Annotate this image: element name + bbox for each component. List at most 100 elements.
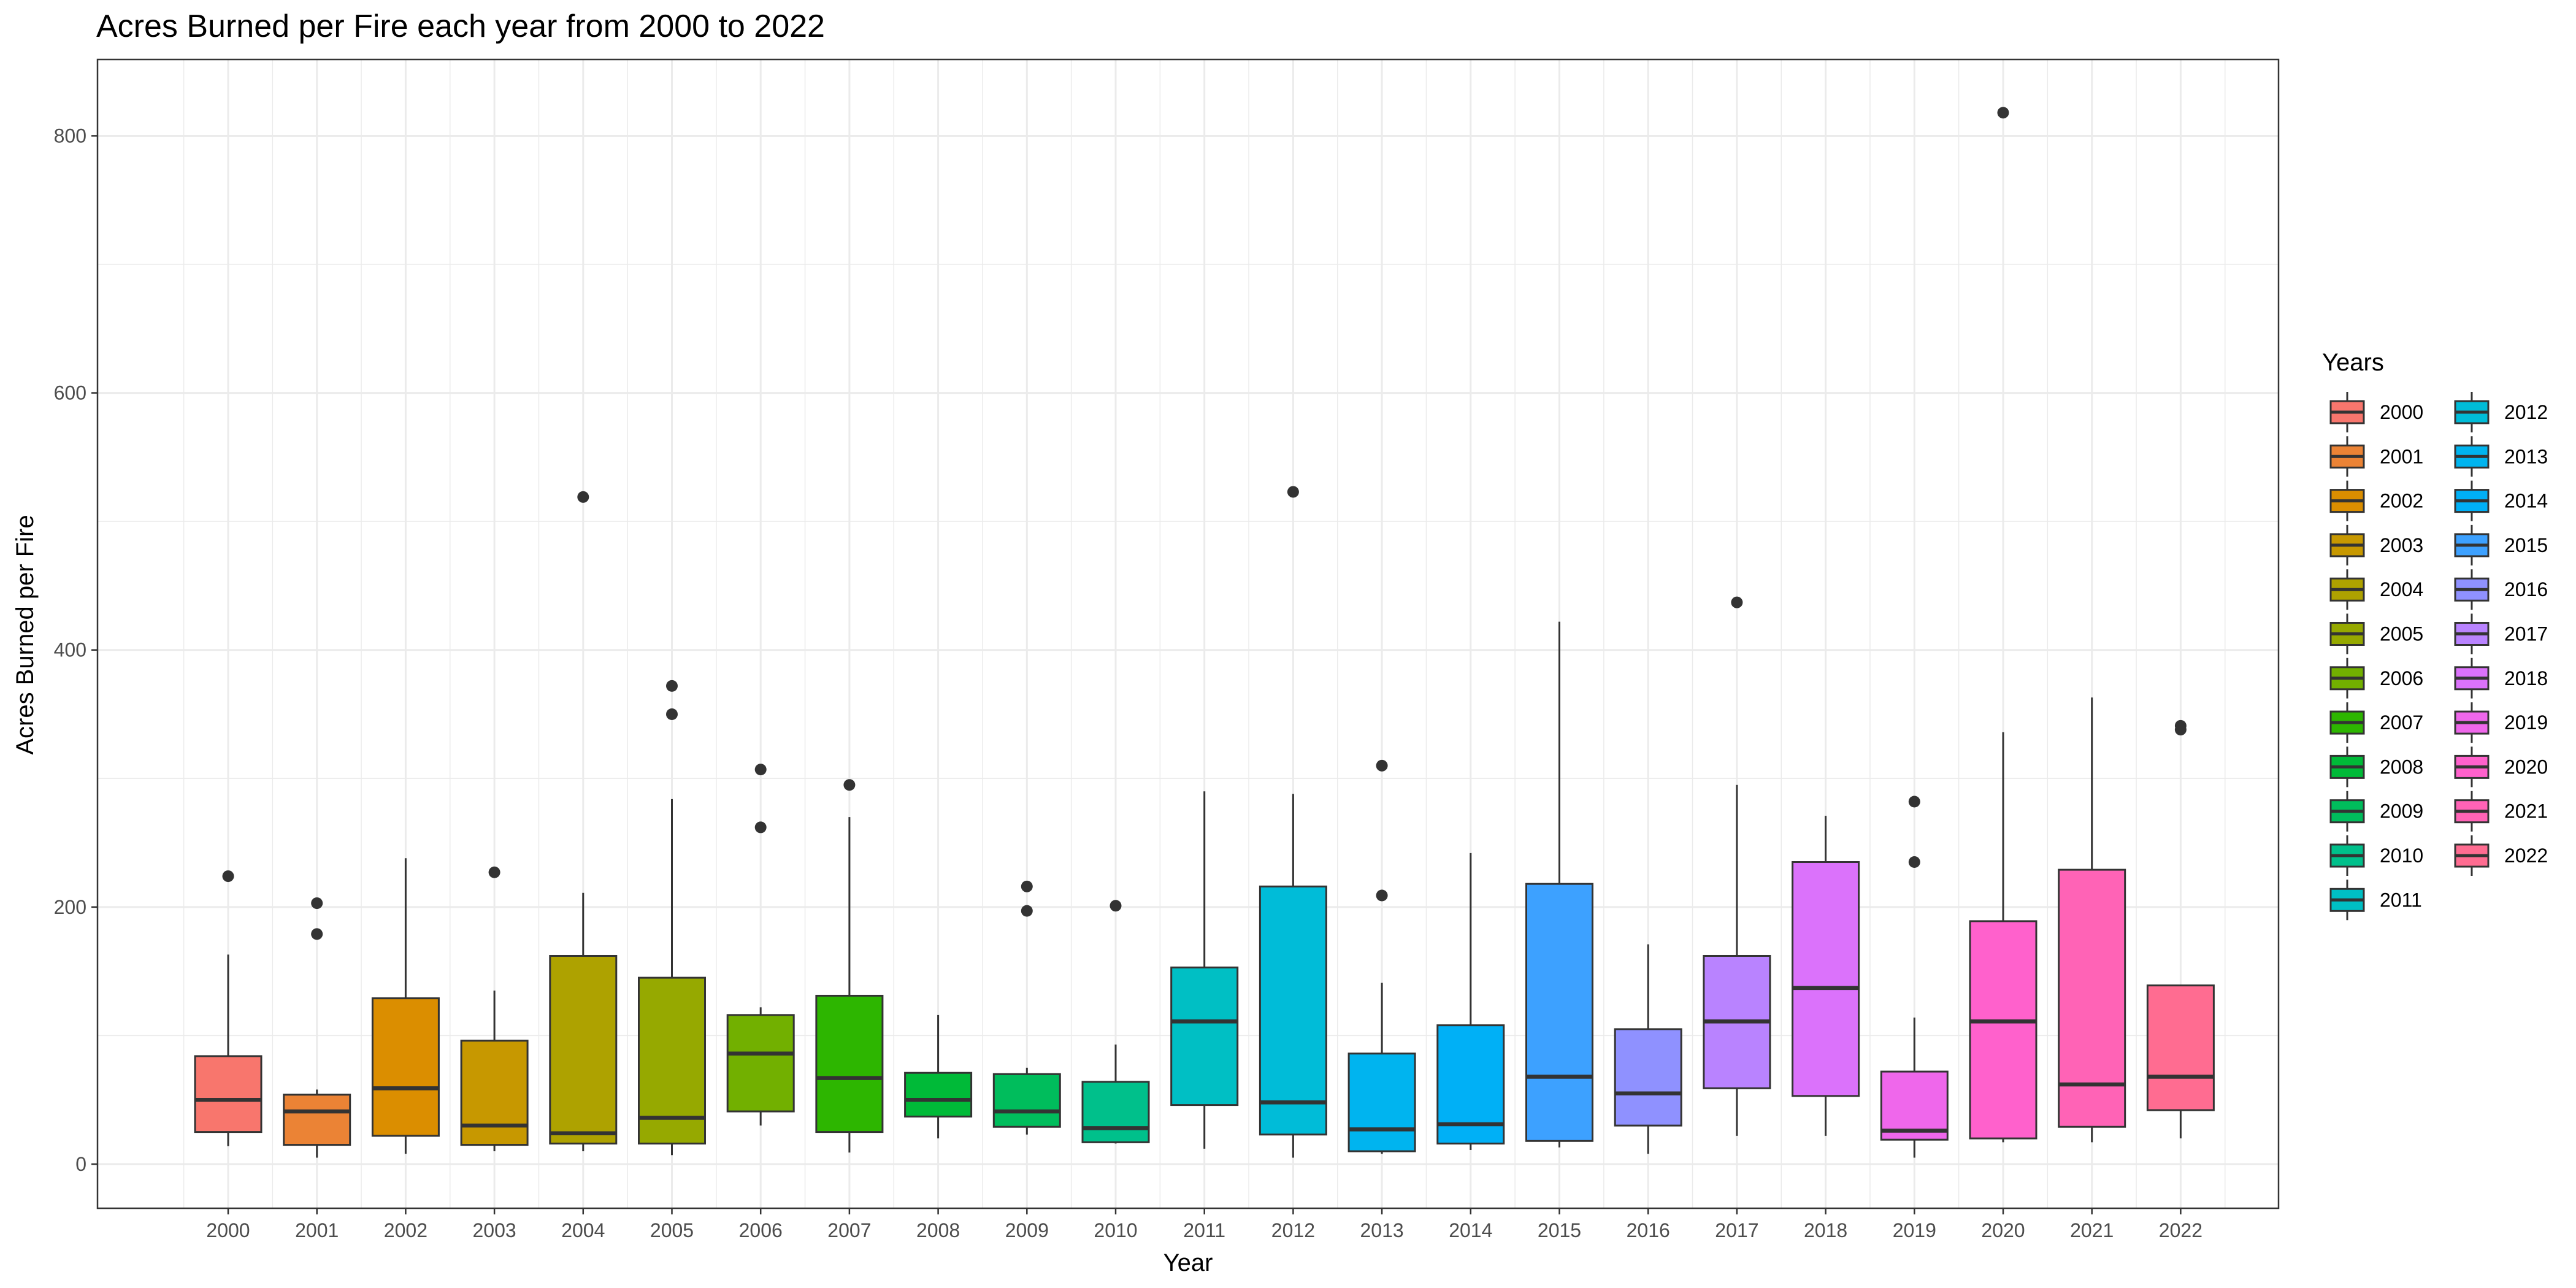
x-tick-label: 2004 bbox=[561, 1219, 605, 1241]
iqr-box bbox=[2058, 868, 2126, 1128]
x-tick-label: 2001 bbox=[295, 1219, 339, 1241]
x-tick-label: 2014 bbox=[1449, 1219, 1492, 1241]
legend-label: 2003 bbox=[2380, 534, 2423, 556]
box-2011 bbox=[1170, 791, 1239, 1149]
legend-item-2000: 2000 bbox=[2329, 392, 2423, 432]
x-tick-label: 2000 bbox=[206, 1219, 250, 1241]
legend-label: 2022 bbox=[2504, 845, 2548, 867]
outlier-point bbox=[1287, 486, 1299, 498]
legend-item-2005: 2005 bbox=[2329, 613, 2423, 654]
outlier-point bbox=[1908, 795, 1920, 808]
iqr-box bbox=[815, 994, 884, 1133]
legend-title: Years bbox=[2322, 349, 2384, 376]
legend-item-2002: 2002 bbox=[2329, 480, 2423, 521]
legend-label: 2014 bbox=[2504, 490, 2548, 512]
box-2000 bbox=[194, 870, 263, 1146]
x-tick-label: 2015 bbox=[1538, 1219, 1581, 1241]
x-tick-label: 2009 bbox=[1005, 1219, 1049, 1241]
outlier-point bbox=[311, 897, 323, 910]
x-tick-label: 2021 bbox=[2070, 1219, 2114, 1241]
legend-item-2019: 2019 bbox=[2454, 702, 2548, 743]
legend-item-2018: 2018 bbox=[2454, 657, 2548, 699]
y-tick-label: 400 bbox=[54, 639, 86, 661]
legend: Years 2000 2001 2002 2003 2004 2005 2006 2007 20… bbox=[2322, 349, 2548, 921]
legend-item-2004: 2004 bbox=[2329, 569, 2423, 610]
iqr-box bbox=[1347, 1052, 1416, 1152]
outlier-point bbox=[666, 708, 678, 721]
y-tick-label: 600 bbox=[54, 382, 86, 404]
box-2014 bbox=[1436, 853, 1505, 1150]
x-tick-label: 2018 bbox=[1804, 1219, 1847, 1241]
boxes-layer bbox=[194, 107, 2215, 1158]
legend-label: 2013 bbox=[2504, 445, 2548, 467]
legend-item-2013: 2013 bbox=[2454, 436, 2548, 477]
outlier-point bbox=[1908, 856, 1920, 868]
legend-item-2003: 2003 bbox=[2329, 524, 2423, 565]
panel-border bbox=[96, 58, 2280, 1209]
x-axis: 2000 2001 2002 2003 2004 2005 2006 2007 2008 2009… bbox=[206, 1208, 2202, 1241]
x-axis-title: Year bbox=[1163, 1249, 1213, 1276]
iqr-box bbox=[1170, 966, 1239, 1106]
iqr-box bbox=[549, 954, 618, 1144]
x-tick-label: 2005 bbox=[650, 1219, 694, 1241]
legend-label: 2000 bbox=[2380, 401, 2423, 423]
legend-item-2017: 2017 bbox=[2454, 613, 2548, 654]
legend-label: 2010 bbox=[2380, 845, 2423, 867]
outlier-point bbox=[488, 866, 500, 878]
outlier-point bbox=[843, 779, 856, 791]
y-tick-label: 200 bbox=[54, 896, 86, 918]
x-tick-label: 2022 bbox=[2159, 1219, 2202, 1241]
box-2016 bbox=[1614, 944, 1682, 1154]
box-2006 bbox=[726, 764, 795, 1126]
legend-item-2015: 2015 bbox=[2454, 524, 2548, 565]
outlier-point bbox=[311, 928, 323, 940]
legend-item-2020: 2020 bbox=[2454, 746, 2548, 788]
box-2022 bbox=[2146, 719, 2215, 1139]
iqr-box bbox=[904, 1071, 973, 1117]
box-2021 bbox=[2058, 697, 2126, 1143]
legend-label: 2012 bbox=[2504, 401, 2548, 423]
legend-item-2016: 2016 bbox=[2454, 569, 2548, 610]
x-tick-label: 2002 bbox=[384, 1219, 427, 1241]
outlier-point bbox=[1997, 107, 2009, 119]
box-2020 bbox=[1969, 107, 2037, 1143]
legend-label: 2017 bbox=[2504, 623, 2548, 645]
outlier-point bbox=[1376, 759, 1388, 772]
legend-item-2011: 2011 bbox=[2329, 880, 2422, 921]
box-2007 bbox=[815, 779, 884, 1153]
legend-item-2001: 2001 bbox=[2329, 436, 2423, 477]
legend-label: 2021 bbox=[2504, 800, 2548, 822]
legend-label: 2018 bbox=[2504, 667, 2548, 689]
y-tick-label: 800 bbox=[54, 125, 86, 147]
iqr-box bbox=[1614, 1028, 1682, 1127]
box-2015 bbox=[1525, 621, 1593, 1148]
y-tick-label: 0 bbox=[75, 1153, 86, 1175]
outlier-point bbox=[666, 680, 678, 692]
x-tick-label: 2011 bbox=[1183, 1219, 1225, 1241]
box-2001 bbox=[283, 897, 351, 1158]
legend-label: 2019 bbox=[2504, 711, 2548, 734]
legend-item-2006: 2006 bbox=[2329, 657, 2423, 699]
x-tick-label: 2019 bbox=[1893, 1219, 1936, 1241]
iqr-box bbox=[283, 1094, 351, 1146]
x-tick-label: 2006 bbox=[739, 1219, 783, 1241]
box-2013 bbox=[1347, 759, 1416, 1154]
iqr-box bbox=[1969, 920, 2037, 1140]
legend-label: 2016 bbox=[2504, 578, 2548, 600]
legend-label: 2015 bbox=[2504, 534, 2548, 556]
legend-label: 2001 bbox=[2380, 445, 2423, 467]
iqr-box bbox=[1792, 861, 1860, 1097]
iqr-box bbox=[1081, 1081, 1150, 1143]
legend-item-2009: 2009 bbox=[2329, 791, 2423, 832]
x-tick-label: 2013 bbox=[1360, 1219, 1404, 1241]
outlier-point bbox=[754, 821, 767, 834]
legend-item-2010: 2010 bbox=[2329, 835, 2423, 876]
box-2008 bbox=[904, 1014, 973, 1139]
outlier-point bbox=[577, 491, 589, 503]
outlier-point bbox=[222, 870, 234, 883]
box-2010 bbox=[1081, 900, 1150, 1144]
iqr-box bbox=[1880, 1070, 1949, 1141]
box-2018 bbox=[1792, 816, 1860, 1136]
outlier-point bbox=[1110, 900, 1122, 912]
iqr-box bbox=[2146, 984, 2215, 1111]
